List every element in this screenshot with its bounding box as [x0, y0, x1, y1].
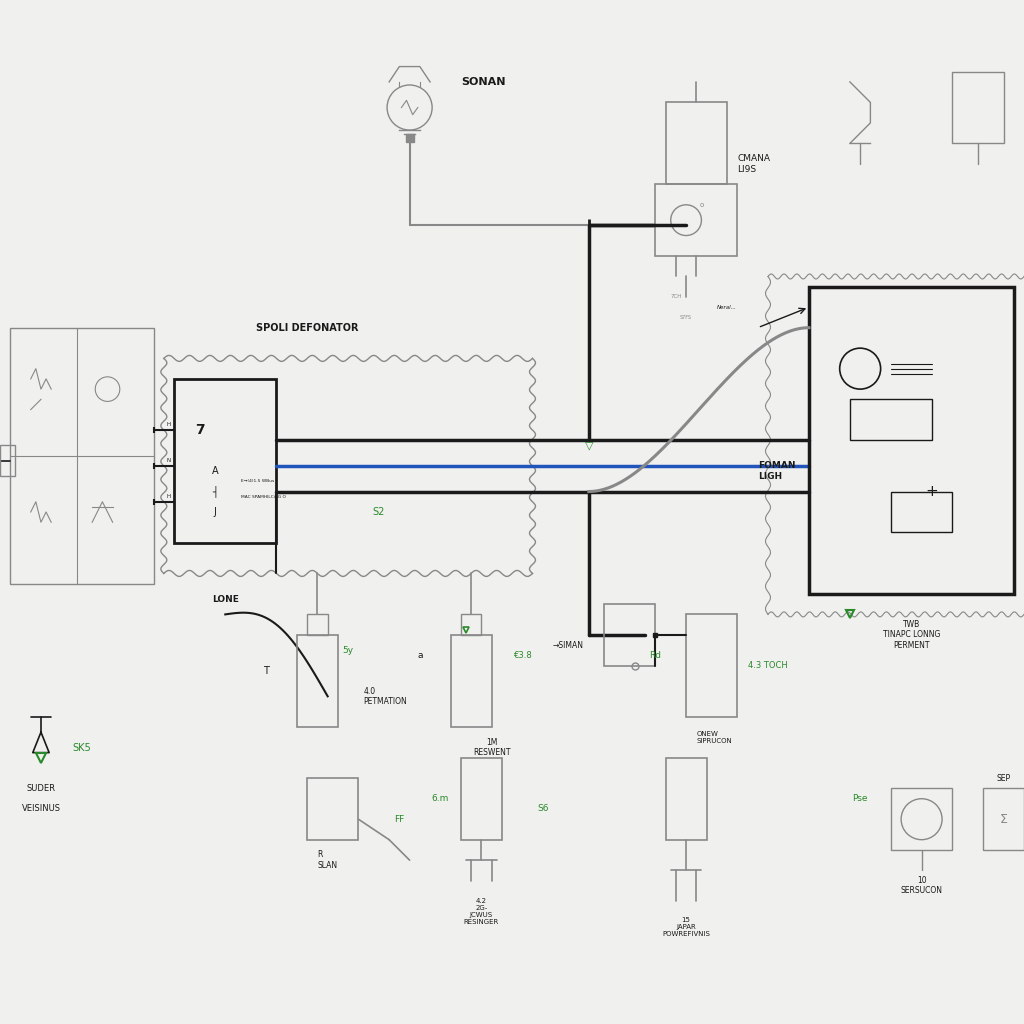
Bar: [461, 614, 481, 635]
Text: S6: S6: [537, 805, 549, 813]
Text: 4.2
2G-
JCWUS
RESINGER: 4.2 2G- JCWUS RESINGER: [464, 898, 499, 925]
Bar: [891, 492, 952, 532]
Text: S7FS: S7FS: [680, 315, 692, 319]
Bar: [307, 614, 328, 635]
Text: a: a: [417, 651, 423, 659]
Text: Pse: Pse: [852, 795, 868, 803]
Text: 15
JAPAR
POWREFIVNIS: 15 JAPAR POWREFIVNIS: [663, 916, 710, 937]
Bar: [0, 445, 15, 476]
Text: 6.m: 6.m: [432, 795, 449, 803]
Text: S2: S2: [373, 507, 385, 517]
Text: J: J: [214, 507, 216, 517]
Bar: [850, 399, 932, 440]
Text: H: H: [167, 423, 171, 427]
Text: CMANA
LI9S: CMANA LI9S: [737, 155, 770, 173]
Text: H: H: [167, 495, 171, 499]
Bar: [686, 614, 737, 717]
Bar: [666, 758, 707, 840]
Text: N: N: [167, 459, 171, 463]
Bar: [451, 635, 492, 727]
Text: FF: FF: [394, 815, 404, 823]
Bar: [655, 184, 737, 256]
Text: SUDER: SUDER: [27, 784, 55, 793]
Text: 1M
RESWENT: 1M RESWENT: [473, 738, 510, 757]
Text: →SIMAN: →SIMAN: [553, 641, 584, 649]
Bar: [174, 379, 276, 543]
Text: SEP: SEP: [996, 774, 1011, 782]
Text: LONE: LONE: [212, 595, 239, 603]
Text: 4.0
PETMATION: 4.0 PETMATION: [364, 687, 408, 706]
Bar: [891, 788, 952, 850]
Bar: [666, 102, 727, 184]
Text: 7: 7: [195, 423, 205, 437]
Text: FOMAN
LIGH: FOMAN LIGH: [758, 462, 796, 480]
Bar: [297, 635, 338, 727]
Text: 4.3 TOCH: 4.3 TOCH: [748, 662, 787, 670]
Text: ┤: ┤: [212, 485, 218, 498]
Text: o: o: [699, 202, 703, 208]
Text: E→(4)1.5 WBus: E→(4)1.5 WBus: [241, 479, 273, 483]
Bar: [10, 328, 154, 584]
Text: Rd: Rd: [649, 651, 662, 659]
Text: 10
SERSUCON: 10 SERSUCON: [900, 877, 943, 895]
Text: MAC SPAMHILCinG O: MAC SPAMHILCinG O: [241, 495, 286, 499]
Text: A: A: [212, 466, 218, 476]
Bar: [604, 604, 655, 666]
Bar: [307, 778, 358, 840]
Text: R
SLAN: R SLAN: [317, 851, 338, 869]
Text: Σ: Σ: [999, 813, 1008, 825]
Text: ONEW
SIPRUCON: ONEW SIPRUCON: [696, 731, 732, 743]
Text: +: +: [926, 484, 938, 499]
Text: T: T: [263, 666, 269, 676]
Text: SK5: SK5: [73, 742, 91, 753]
Text: 5y: 5y: [343, 646, 353, 654]
Bar: [983, 788, 1024, 850]
Text: VEISINUS: VEISINUS: [22, 805, 60, 813]
Bar: [809, 287, 1014, 594]
Bar: [952, 72, 1004, 143]
Text: ▽: ▽: [585, 440, 593, 451]
Text: TWB
TINAPC LONNG
PERMENT: TWB TINAPC LONNG PERMENT: [883, 620, 940, 650]
Text: €3.8: €3.8: [513, 651, 531, 659]
Text: Neral...: Neral...: [717, 305, 736, 309]
Text: SONAN: SONAN: [461, 77, 505, 87]
Bar: [461, 758, 502, 840]
Text: 7CH: 7CH: [670, 295, 682, 299]
Text: SPOLI DEFONATOR: SPOLI DEFONATOR: [256, 323, 358, 333]
